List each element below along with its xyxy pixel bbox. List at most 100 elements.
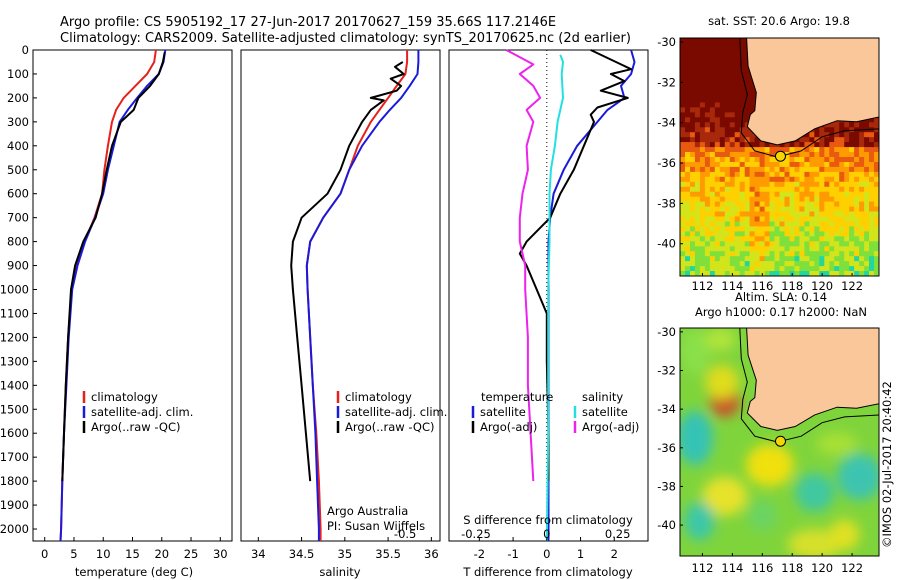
depth-tick-label: 600 [7, 187, 29, 201]
sst-cell [699, 176, 706, 183]
temperature-panel: 0100200300400500600700800900100011001200… [0, 43, 233, 579]
sst-cell [859, 137, 865, 143]
sst-cell [744, 216, 751, 223]
sst-cell [774, 211, 781, 218]
sst-cell [699, 226, 706, 232]
sst-cell [864, 117, 870, 123]
sla-anomaly-blob [795, 472, 835, 512]
sst-cell [680, 181, 686, 188]
sst-cell [719, 107, 726, 113]
sst-cell [739, 216, 746, 223]
sst-cell [794, 181, 800, 188]
sst-cell [719, 191, 726, 198]
sst-cell [690, 82, 696, 89]
sst-cell [729, 67, 736, 74]
sst-cell [874, 211, 879, 218]
depth-tick-label: 1500 [0, 402, 29, 416]
sst-cell [724, 117, 731, 123]
salinity-series-group [290, 50, 420, 541]
sst-cell [764, 221, 771, 228]
sst-cell [694, 52, 701, 59]
sst-cell [694, 186, 701, 193]
sst-cell [754, 241, 761, 247]
sst-cell [709, 67, 716, 74]
sst-cell [724, 157, 731, 163]
sst-cell [754, 226, 761, 232]
sst-cell [719, 137, 726, 143]
sst-cell [839, 181, 845, 188]
sst-cell [804, 256, 810, 262]
sla-anomaly-blob [680, 411, 713, 466]
sst-cell [690, 201, 696, 208]
sst-cell [709, 147, 716, 153]
sst-cell [724, 206, 731, 213]
sst-cell [739, 67, 746, 74]
sst-cell [719, 122, 726, 128]
sst-cell [864, 216, 870, 223]
sst-cell [839, 176, 845, 183]
sst-cell [724, 221, 731, 228]
sst-cell [789, 261, 796, 267]
sst-cell [754, 166, 761, 173]
sst-cell [839, 266, 845, 272]
sst-cell [794, 256, 800, 262]
sst-cell [729, 102, 736, 109]
sst-cell [739, 77, 746, 84]
sst-cell [844, 216, 850, 223]
sst-cell [849, 166, 855, 173]
sst-cell [834, 201, 840, 208]
sst-cell [759, 256, 766, 262]
sst-cell [839, 127, 845, 133]
sst-cell [704, 171, 711, 178]
sst-cell [724, 57, 731, 64]
sst-cell [690, 117, 696, 123]
sst-cell [854, 147, 860, 153]
sst-cell [729, 82, 736, 89]
sst-cell [864, 236, 870, 242]
sst-cell [729, 132, 736, 138]
sst-cell [769, 221, 776, 228]
sst-cell [704, 261, 711, 267]
sst-cell [839, 162, 845, 168]
sst-cell [704, 62, 711, 69]
attribution-line2: PI: Susan Wijffels [327, 519, 425, 533]
sst-cell [829, 201, 835, 208]
sst-cell [824, 246, 830, 252]
sst-cell [744, 191, 751, 198]
sst-cell [685, 271, 691, 276]
sst-cell [690, 127, 696, 133]
sst-cell [769, 266, 776, 272]
sst-map-panel: sat. SST: 20.6 Argo: 19.8 112 114 116 118 12… [657, 14, 880, 293]
sst-cell [799, 171, 805, 178]
sst-cell [794, 271, 800, 276]
sst-cell [690, 216, 696, 223]
sst-cell [864, 196, 870, 203]
sst-cell [809, 236, 815, 242]
sst-cell [814, 132, 820, 138]
difference-series-line-0 [547, 49, 636, 541]
sst-cell [709, 246, 716, 252]
sst-cell [719, 261, 726, 267]
sst-cell [734, 211, 741, 218]
sst-cell [739, 162, 746, 168]
sst-cell [779, 246, 786, 252]
sst-cell [680, 221, 686, 228]
lat-tick-label: -32 [657, 364, 676, 378]
sst-cell [764, 206, 771, 213]
sst-cell [784, 221, 791, 228]
sst-cell [754, 236, 761, 242]
sst-cell [729, 77, 736, 84]
sst-cell [784, 186, 791, 193]
sst-cell [844, 186, 850, 193]
sst-cell [714, 246, 721, 252]
sst-cell [834, 127, 840, 133]
sst-cell [744, 77, 751, 84]
sst-cell [690, 87, 696, 94]
sst-cell [824, 171, 830, 178]
sst-cell [699, 246, 706, 252]
sst-cell [709, 87, 716, 94]
sst-cell [804, 186, 810, 193]
sst-cell [869, 271, 875, 276]
sst-cell [719, 196, 726, 203]
sst-cell [719, 181, 726, 188]
